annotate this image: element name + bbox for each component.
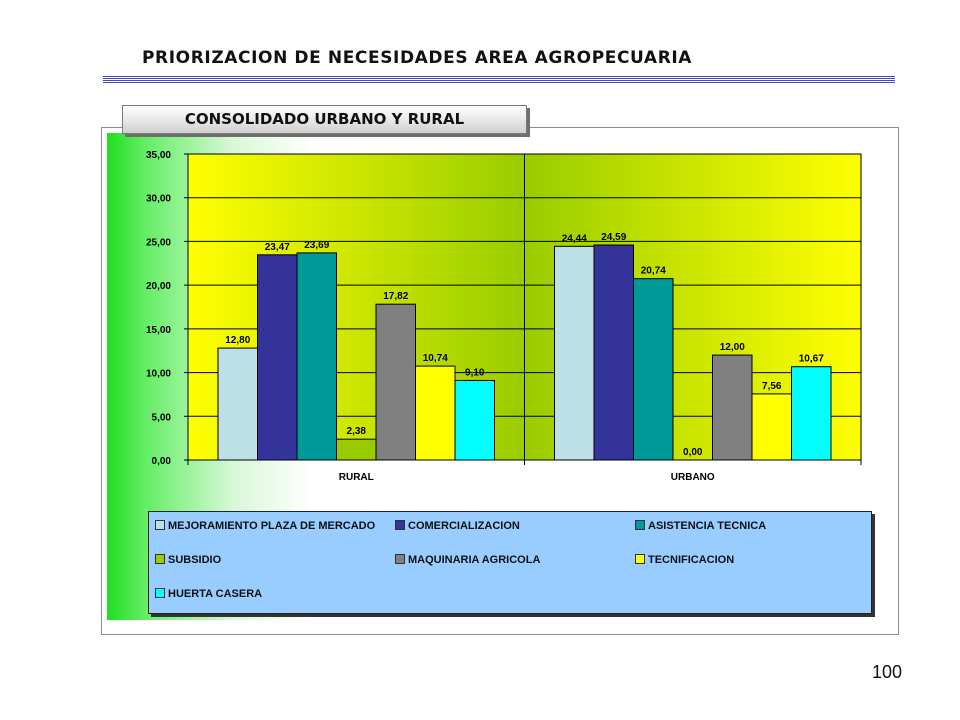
y-tick-label: 0,00 (152, 456, 172, 467)
legend-label: TECNIFICACION (648, 554, 735, 566)
legend-swatch (395, 554, 405, 565)
y-tick-label: 10,00 (146, 369, 171, 380)
y-tick-label: 25,00 (146, 237, 171, 248)
legend-swatch (155, 588, 165, 599)
bar (791, 366, 832, 461)
y-tick-labels: 0,00 5,00 10,00 15,00 20,00 25,00 30,00 35,00 (146, 150, 188, 467)
y-tick-label: 15,00 (146, 325, 171, 336)
legend-label: HUERTA CASERA (168, 588, 263, 600)
y-tick-label: 35,00 (146, 150, 171, 161)
legend-item: TECNIFICACION (635, 553, 734, 567)
y-tick-label: 30,00 (146, 194, 171, 205)
data-label: 0,00 (683, 447, 703, 458)
data-label: 17,82 (383, 291, 408, 302)
bar (633, 278, 674, 461)
data-label: 23,47 (265, 242, 290, 253)
bar (296, 252, 337, 461)
bar (751, 393, 792, 461)
legend-item: MAQUINARIA AGRICOLA (395, 553, 540, 567)
bar (554, 245, 595, 461)
data-label: 10,74 (423, 353, 448, 364)
bar (712, 354, 753, 461)
data-label: 24,59 (601, 232, 626, 243)
bar (217, 347, 258, 461)
y-tick-label: 20,00 (146, 281, 171, 292)
data-label: 7,56 (762, 381, 782, 392)
axes (187, 153, 862, 465)
y-tick-label: 5,00 (152, 412, 172, 423)
legend-label: MEJORAMIENTO PLAZA DE MERCADO (168, 520, 376, 532)
data-label: 2,38 (347, 426, 367, 437)
subtitle-box: CONSOLIDADO URBANO Y RURAL (122, 105, 527, 134)
legend-label: MAQUINARIA AGRICOLA (408, 554, 541, 566)
data-label: 10,67 (799, 354, 824, 365)
legend-item: MEJORAMIENTO PLAZA DE MERCADO (155, 519, 375, 533)
slide-title: PRIORIZACION DE NECESIDADES AREA AGROPEC… (142, 48, 693, 68)
data-label: 20,74 (641, 266, 666, 277)
bar (593, 244, 634, 461)
title-underline (103, 76, 895, 88)
legend-swatch (635, 554, 645, 565)
x-category-label: URBANO (671, 472, 715, 483)
bar (454, 379, 495, 461)
data-label: 12,00 (720, 342, 745, 353)
legend-item: SUBSIDIO (155, 553, 221, 567)
value-labels: 12,80 23,47 23,69 2,38 17,82 10,74 9,10 24,44 24… (225, 232, 824, 458)
legend-label: SUBSIDIO (168, 554, 222, 566)
legend-swatch (395, 520, 405, 531)
legend-item: COMERCIALIZACION (395, 519, 520, 533)
bar (257, 254, 298, 461)
bar (375, 303, 416, 461)
data-label: 9,10 (465, 367, 485, 378)
bar (336, 438, 377, 461)
legend-swatch (155, 520, 165, 531)
data-label: 23,69 (304, 240, 329, 251)
legend-swatch (155, 554, 165, 565)
legend-swatch (635, 520, 645, 531)
x-category-labels: RURAL URBANO (339, 472, 715, 483)
data-label: 24,44 (562, 233, 587, 244)
bar (415, 365, 456, 461)
legend-label: COMERCIALIZACION (408, 520, 520, 532)
bars (217, 244, 832, 461)
chart-legend: MEJORAMIENTO PLAZA DE MERCADO COMERCIALIZ… (148, 511, 872, 614)
legend-item: ASISTENCIA TECNICA (635, 519, 766, 533)
page-number: 100 (871, 662, 902, 682)
x-category-label: RURAL (339, 472, 374, 483)
legend-item: HUERTA CASERA (155, 587, 262, 601)
legend-label: ASISTENCIA TECNICA (648, 520, 767, 532)
data-label: 12,80 (225, 335, 250, 346)
